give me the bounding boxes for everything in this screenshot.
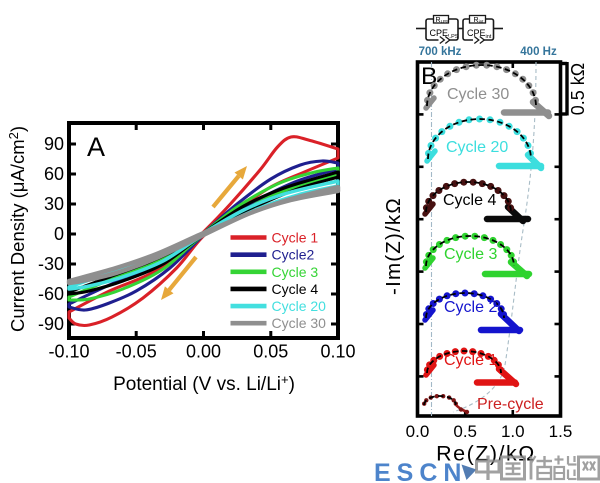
svg-text:CPELPS: CPELPS — [430, 28, 459, 40]
svg-text:0.5: 0.5 — [453, 422, 477, 441]
svg-text:-90: -90 — [38, 314, 64, 334]
svg-text:Cycle 2: Cycle 2 — [444, 299, 497, 316]
svg-text:90: 90 — [44, 134, 64, 154]
svg-text:Cycle 20: Cycle 20 — [272, 298, 327, 314]
svg-text:0: 0 — [54, 224, 64, 244]
svg-text:0.5 kΩ: 0.5 kΩ — [568, 63, 588, 115]
svg-text:Cycle 4: Cycle 4 — [443, 192, 496, 209]
svg-text:Cycle 30: Cycle 30 — [447, 86, 509, 103]
svg-text:60: 60 — [44, 164, 64, 184]
svg-text:Cycle 20: Cycle 20 — [446, 139, 508, 156]
svg-text:1.5: 1.5 — [549, 422, 573, 441]
svg-text:Cycle 30: Cycle 30 — [272, 315, 327, 331]
svg-text:1.0: 1.0 — [501, 422, 525, 441]
svg-text:RLPS: RLPS — [436, 17, 449, 24]
svg-text:ESCN: ESCN — [374, 459, 467, 483]
svg-text:-0.05: -0.05 — [116, 342, 157, 362]
svg-text:Current Density (μA/cm2): Current Density (μA/cm2) — [6, 126, 28, 332]
svg-text:-60: -60 — [38, 284, 64, 304]
svg-text:Cycle 3: Cycle 3 — [444, 246, 497, 263]
svg-text:0.05: 0.05 — [253, 342, 288, 362]
svg-text:Cycle2: Cycle2 — [272, 247, 315, 263]
svg-text:0.10: 0.10 — [320, 342, 355, 362]
svg-text:Potential (V vs. Li/Li+): Potential (V vs. Li/Li+) — [113, 372, 295, 395]
svg-text:400 Hz: 400 Hz — [520, 46, 557, 58]
svg-text:Cycle 4: Cycle 4 — [272, 281, 319, 297]
svg-text:-Im(Z)/kΩ: -Im(Z)/kΩ — [382, 197, 405, 295]
svg-text:700 kHz: 700 kHz — [419, 46, 462, 58]
svg-text:CPEint: CPEint — [467, 28, 492, 40]
svg-text:-0.10: -0.10 — [48, 342, 89, 362]
svg-text:Cycle 1: Cycle 1 — [272, 230, 319, 246]
svg-text:A: A — [87, 132, 105, 162]
svg-text:Pre-cycle: Pre-cycle — [477, 396, 544, 413]
svg-text:Rint: Rint — [474, 17, 485, 24]
svg-text:-30: -30 — [38, 254, 64, 274]
svg-text:Cycle 1: Cycle 1 — [444, 352, 497, 369]
svg-text:0.0: 0.0 — [406, 422, 430, 441]
svg-text:0.00: 0.00 — [186, 342, 221, 362]
svg-text:Cycle 3: Cycle 3 — [272, 264, 319, 280]
svg-text:30: 30 — [44, 194, 64, 214]
